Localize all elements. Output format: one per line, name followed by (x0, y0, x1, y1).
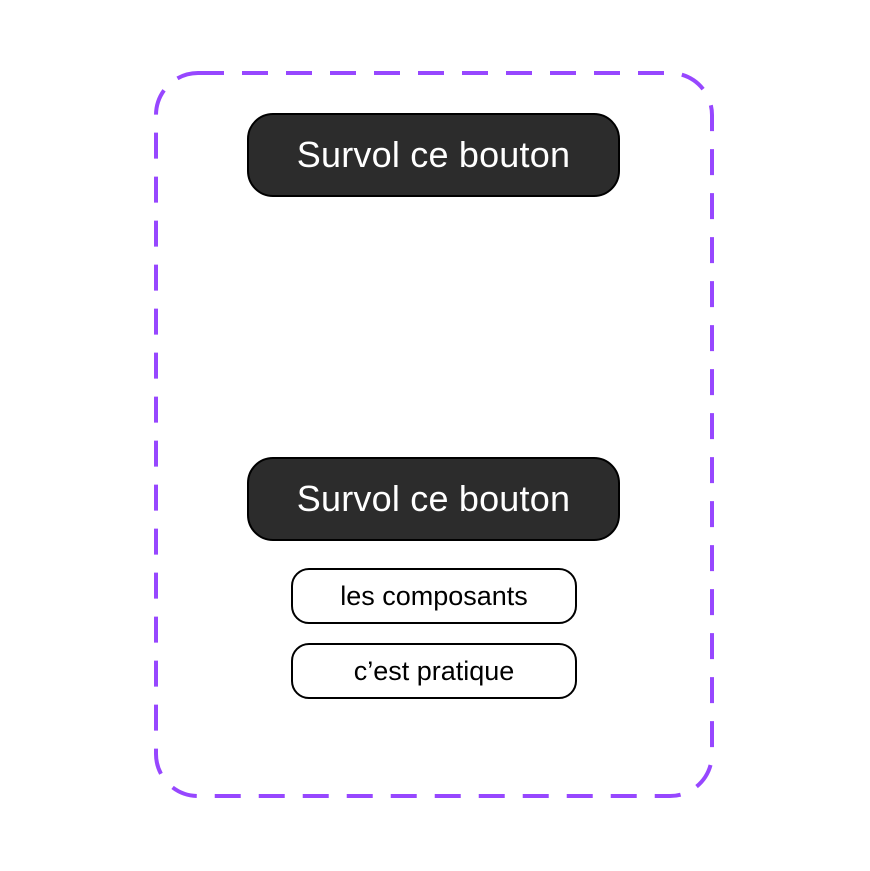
dropdown-item-label: c’est pratique (353, 655, 515, 686)
component-variants-frame (154, 71, 714, 798)
dashed-frame-border (154, 71, 714, 798)
hover-button-default[interactable]: Survol ce bouton (247, 113, 620, 197)
dropdown-item-cest-pratique[interactable]: c’est pratique (291, 643, 577, 699)
hover-button-hovered[interactable]: Survol ce bouton (247, 457, 620, 541)
dropdown-item-les-composants[interactable]: les composants (291, 568, 577, 624)
hover-button-hovered-label: Survol ce bouton (296, 478, 571, 519)
dropdown-item-label: les composants (340, 580, 528, 611)
hover-button-default-label: Survol ce bouton (296, 134, 571, 175)
